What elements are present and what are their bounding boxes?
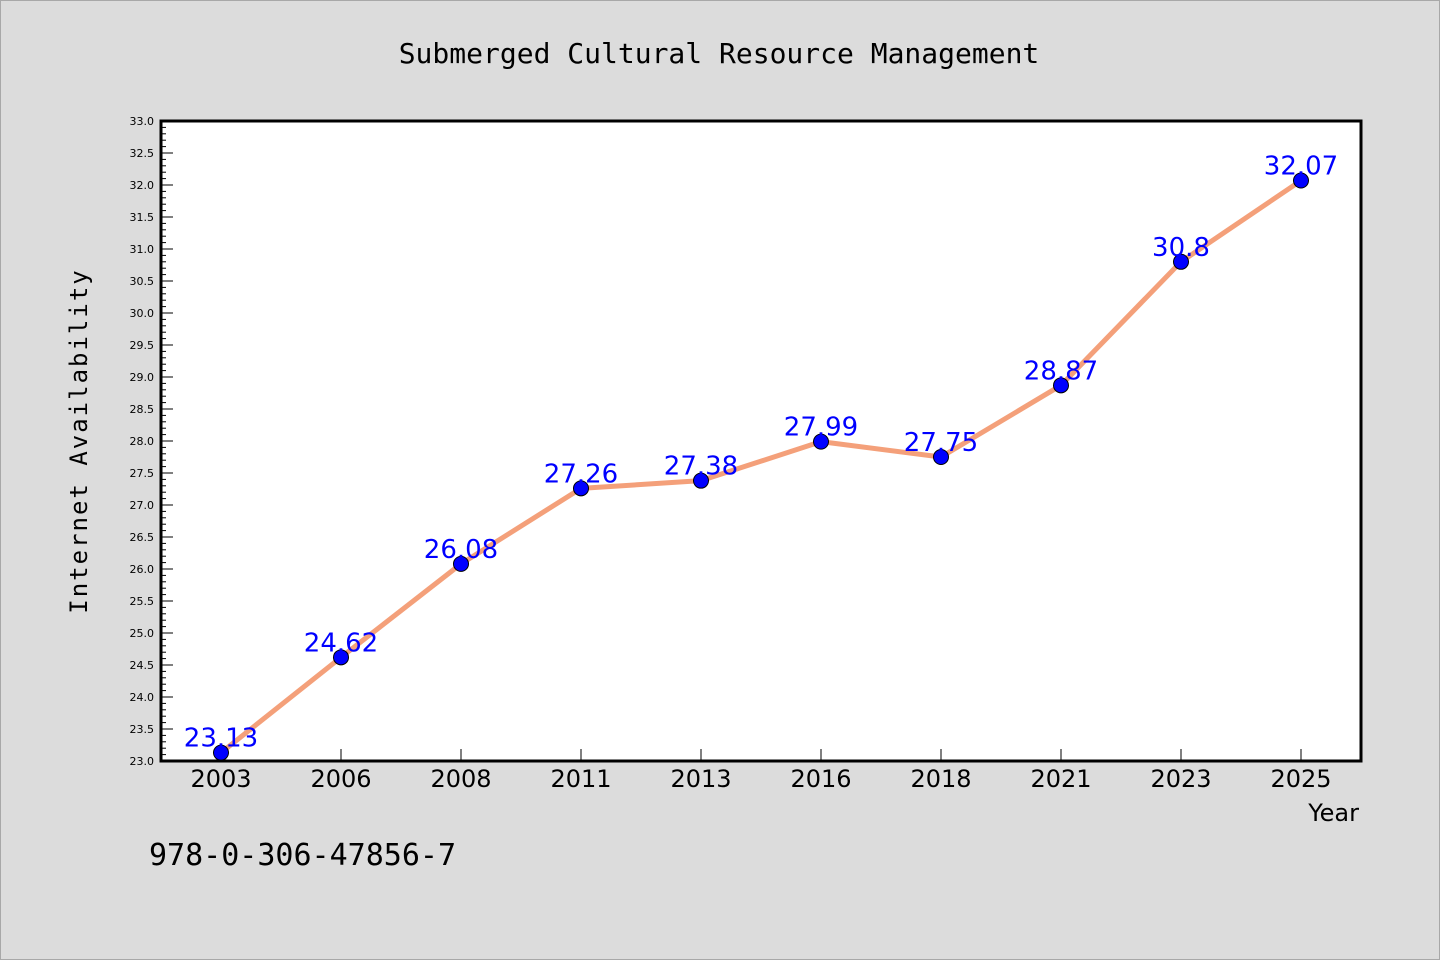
y-tick-label: 31.5 <box>130 211 155 224</box>
data-label: 30.8 <box>1152 233 1210 263</box>
x-tick-label: 2003 <box>190 765 251 793</box>
y-tick-label: 27.5 <box>130 467 155 480</box>
y-tick-label: 30.0 <box>130 307 155 320</box>
y-axis: 23.0 23.5 24.0 24.5 25.0 25.5 26.0 26.5 27.0 27.5… <box>130 115 173 768</box>
data-point <box>453 555 469 572</box>
footnote-isbn: 978-0-306-47856-7 <box>149 838 456 873</box>
data-point <box>573 480 589 497</box>
x-tick-label: 2013 <box>670 765 731 793</box>
y-tick-label: 24.0 <box>130 691 155 704</box>
x-tick-label: 2011 <box>550 765 611 793</box>
x-axis-label: Year <box>1307 799 1359 827</box>
series-line <box>219 178 1303 755</box>
data-label: 26.08 <box>424 535 498 565</box>
data-label: 27.38 <box>664 452 738 482</box>
data-point <box>933 449 949 465</box>
y-tick-label: 33.0 <box>130 115 155 128</box>
data-label: 24.62 <box>304 628 378 658</box>
x-tick-label: 2018 <box>910 765 971 793</box>
y-tick-label: 28.5 <box>130 403 155 416</box>
y-tick-label: 29.0 <box>130 371 155 384</box>
x-tick-label: 2025 <box>1270 765 1331 793</box>
x-tick-label: 2006 <box>310 765 371 793</box>
data-point <box>1053 377 1069 394</box>
data-markers <box>213 172 1309 761</box>
data-point <box>813 433 829 450</box>
data-labels: 23.13 24.62 26.08 27.26 27.38 27.99 27.75 28.87… <box>184 152 1338 754</box>
plot-area <box>159 119 1363 763</box>
x-tick-label: 2021 <box>1030 765 1091 793</box>
y-tick-label: 25.5 <box>130 595 155 608</box>
data-point <box>333 649 349 666</box>
y-tick-label: 32.5 <box>130 147 155 160</box>
data-point <box>1173 253 1189 270</box>
data-label: 27.75 <box>904 428 978 458</box>
y-tick-label: 24.5 <box>130 659 155 672</box>
data-label: 27.26 <box>544 459 618 489</box>
data-label: 27.99 <box>784 413 858 443</box>
chart-title: Submerged Cultural Resource Management <box>399 37 1040 70</box>
data-label: 28.87 <box>1024 356 1098 386</box>
x-tick-label: 2023 <box>1150 765 1211 793</box>
y-tick-label: 23.0 <box>130 755 155 768</box>
data-point <box>213 744 229 761</box>
y-tick-label: 25.0 <box>130 627 155 640</box>
y-tick-label: 26.5 <box>130 531 155 544</box>
y-tick-label: 31.0 <box>130 243 155 256</box>
y-tick-label: 23.5 <box>130 723 155 736</box>
y-tick-label: 27.0 <box>130 499 155 512</box>
y-tick-label: 32.0 <box>130 179 155 192</box>
y-tick-label: 26.0 <box>130 563 155 576</box>
data-label: 23.13 <box>184 724 258 754</box>
x-tick-label: 2016 <box>790 765 851 793</box>
x-axis: 2003 2006 2008 2011 2013 2016 2018 2021 2023 2025 <box>190 749 1332 793</box>
data-point <box>1293 172 1309 189</box>
data-point <box>693 472 709 489</box>
y-axis-label: Internet Availability <box>65 268 93 613</box>
y-tick-label: 28.0 <box>130 435 155 448</box>
x-tick-label: 2008 <box>430 765 491 793</box>
y-tick-label: 29.5 <box>130 339 155 352</box>
data-label: 32.07 <box>1264 152 1338 182</box>
y-tick-label: 30.5 <box>130 275 155 288</box>
